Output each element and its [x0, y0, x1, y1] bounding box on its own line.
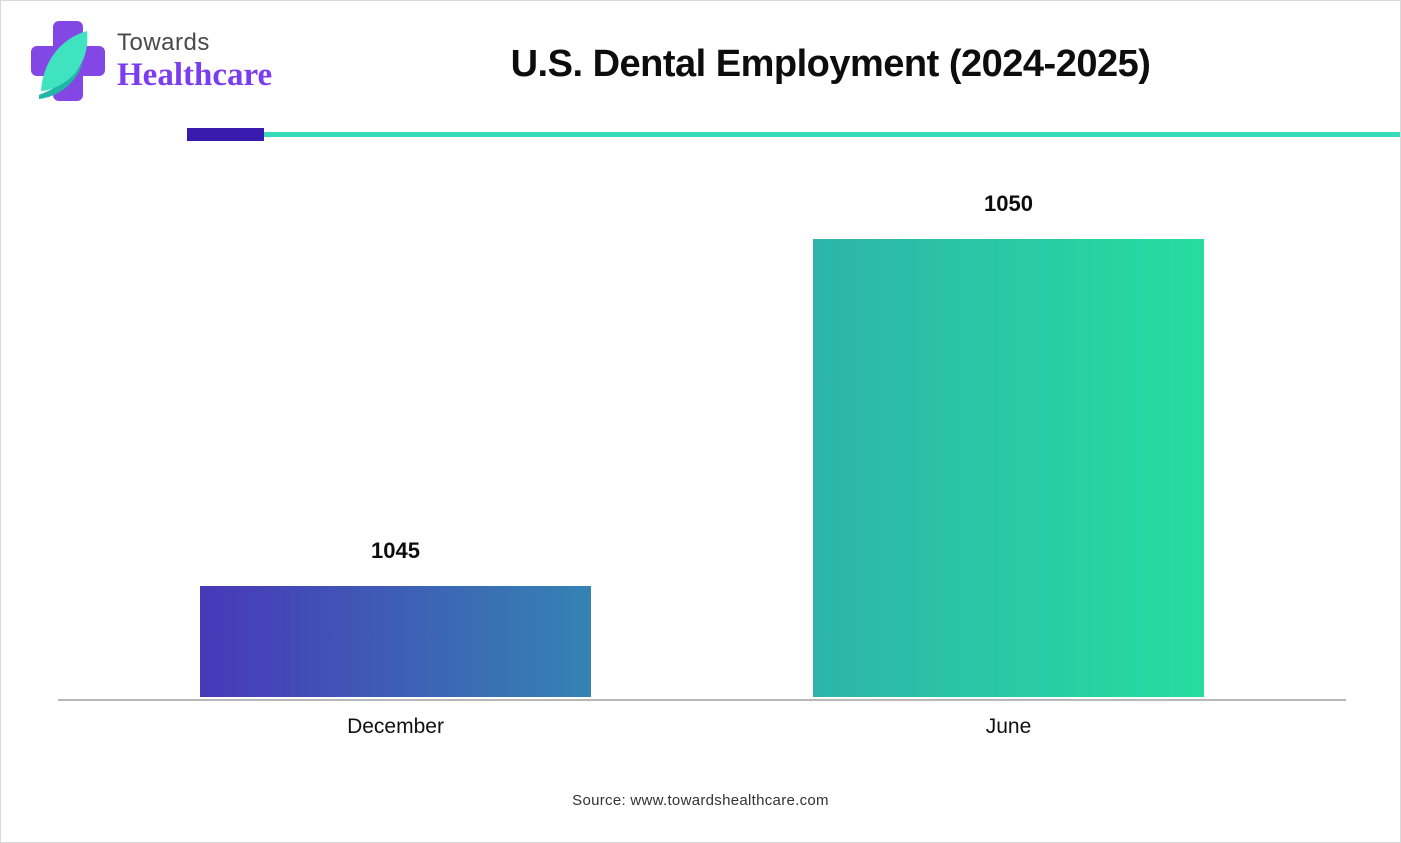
x-axis-line	[58, 699, 1346, 701]
bar-group-june: 1050	[813, 191, 1204, 697]
brand-line-towards: Towards	[117, 28, 210, 56]
brand-line-healthcare: Healthcare	[117, 56, 273, 93]
healthcare-cross-leaf-icon	[31, 21, 105, 101]
divider-line-teal	[264, 132, 1400, 137]
category-label-december: December	[347, 715, 444, 738]
bar-june	[813, 239, 1204, 697]
divider-accent-purple	[187, 128, 264, 141]
brand-wordmark: Towards Healthcare	[117, 28, 273, 93]
bar-december	[200, 586, 591, 697]
source-attribution: Source: www.towardshealthcare.com	[572, 792, 829, 809]
value-label-december: 1045	[371, 538, 420, 563]
value-label-june: 1050	[984, 191, 1033, 216]
chart-title: U.S. Dental Employment (2024-2025)	[510, 43, 1151, 85]
category-label-june: June	[985, 715, 1032, 738]
bar-group-december: 1045	[200, 538, 591, 697]
brand-logo: Towards Healthcare	[29, 19, 272, 103]
